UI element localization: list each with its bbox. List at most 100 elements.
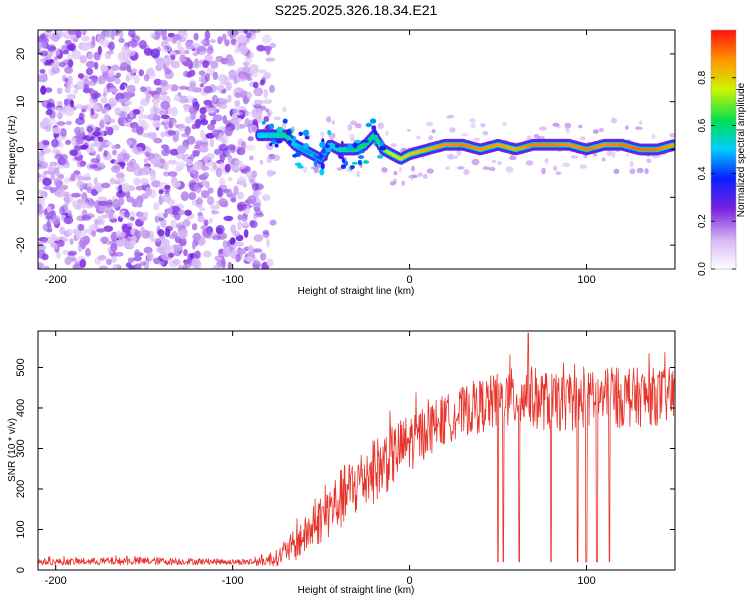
heatmap-cell <box>158 261 165 266</box>
heatmap-cell <box>64 77 69 83</box>
heatmap-cell <box>199 207 206 212</box>
heatmap-cell <box>196 197 203 203</box>
heatmap-cell <box>227 144 236 151</box>
ridge-cell <box>358 155 364 159</box>
heatmap-cell <box>182 218 191 227</box>
heatmap-cell <box>218 198 228 208</box>
heatmap-cell <box>447 153 455 160</box>
heatmap-cell <box>236 117 242 122</box>
heatmap-cell <box>194 144 200 150</box>
heatmap-cell <box>252 103 262 108</box>
heatmap-cell <box>99 120 105 129</box>
heatmap-cell <box>126 165 136 173</box>
heatmap-cell <box>210 205 220 210</box>
heatmap-cell <box>224 163 231 173</box>
ridge-cell <box>376 139 380 144</box>
heatmap-cell <box>198 76 203 83</box>
heatmap-cell <box>177 264 184 269</box>
heatmap-cell <box>646 158 652 164</box>
heatmap-cell <box>160 111 165 116</box>
heatmap-cell <box>112 198 120 209</box>
heatmap-cell <box>102 74 110 80</box>
heatmap-cell <box>227 94 232 103</box>
heatmap-cell <box>269 84 275 93</box>
heatmap-cell <box>59 240 65 247</box>
heatmap-cell <box>190 110 197 120</box>
heatmap-cell <box>234 100 241 108</box>
heatmap-cell <box>208 54 214 62</box>
heatmap-cell <box>211 94 219 105</box>
heatmap-cell <box>199 129 206 139</box>
heatmap-cell <box>126 64 132 73</box>
heatmap-cell <box>177 123 186 132</box>
heatmap-cell <box>249 51 255 59</box>
heatmap-cell <box>248 155 254 161</box>
heatmap-cell <box>59 226 66 235</box>
heatmap-ridge <box>255 118 675 176</box>
heatmap-cell <box>625 125 629 130</box>
heatmap-cell <box>208 217 213 224</box>
heatmap-cell <box>139 261 147 266</box>
heatmap-cell <box>160 79 168 87</box>
heatmap-cell <box>202 60 210 69</box>
heatmap-cell <box>175 166 182 172</box>
snr-x-ticks: -200 -100 0 100 <box>45 331 596 587</box>
ridge-cell <box>535 142 539 147</box>
heatmap-cell <box>214 255 220 261</box>
heatmap-cell <box>385 130 389 136</box>
heatmap-cell <box>247 136 254 142</box>
heatmap-cell <box>131 198 139 208</box>
heatmap-cell <box>168 252 175 258</box>
heatmap-cell <box>415 135 422 140</box>
heatmap-cell <box>126 140 133 147</box>
heatmap-cell <box>215 85 225 91</box>
heatmap-cell <box>501 121 508 126</box>
ridge-cell <box>372 133 376 138</box>
heatmap-cell <box>638 120 643 125</box>
heatmap-cell <box>118 111 128 119</box>
heatmap-cell <box>263 116 270 123</box>
heatmap-cell <box>242 65 251 74</box>
ridge-cell <box>334 144 340 148</box>
ridge-cell <box>362 139 369 143</box>
heatmap-cell <box>121 105 131 113</box>
heatmap-cell <box>50 106 61 111</box>
heatmap-cell <box>59 158 69 166</box>
heatmap-cell <box>91 131 102 137</box>
heatmap-cell <box>56 252 61 259</box>
heatmap-cell <box>326 116 332 123</box>
heatmap-cell <box>171 34 180 42</box>
heatmap-cell <box>56 87 63 95</box>
heatmap-cell <box>175 223 181 229</box>
heatmap-cell <box>336 167 343 171</box>
ridge-cell <box>362 160 370 164</box>
heatmap-cell <box>265 108 270 113</box>
heatmap-cell <box>263 72 271 80</box>
ridge-cell <box>274 143 279 148</box>
heatmap-cell <box>244 73 251 78</box>
heatmap-cell <box>98 265 108 269</box>
ridge-cell <box>292 154 298 158</box>
heatmap-cell <box>136 126 144 135</box>
heatmap-cell <box>377 122 384 130</box>
heatmap-cell <box>200 39 207 45</box>
heatmap-cell <box>99 218 105 226</box>
heatmap-cell <box>281 123 287 130</box>
heatmap-cell <box>320 131 325 138</box>
heatmap-cell <box>38 203 42 212</box>
ridge-cell <box>294 162 302 167</box>
heatmap-cell <box>150 32 156 39</box>
heatmap-cell <box>45 31 53 40</box>
heatmap-cell <box>215 167 222 178</box>
heatmap-cell <box>222 33 227 41</box>
heatmap-cell <box>456 166 465 170</box>
heatmap-cell <box>184 209 192 216</box>
heatmap-cell <box>570 155 579 159</box>
heatmap-cell <box>210 60 219 69</box>
heatmap-cell <box>66 75 73 84</box>
heatmap-cell <box>62 50 69 55</box>
heatmap-cell <box>192 151 200 157</box>
ridge-cell <box>327 129 332 136</box>
heatmap-cell <box>147 114 156 121</box>
ridge-cell <box>338 153 344 160</box>
